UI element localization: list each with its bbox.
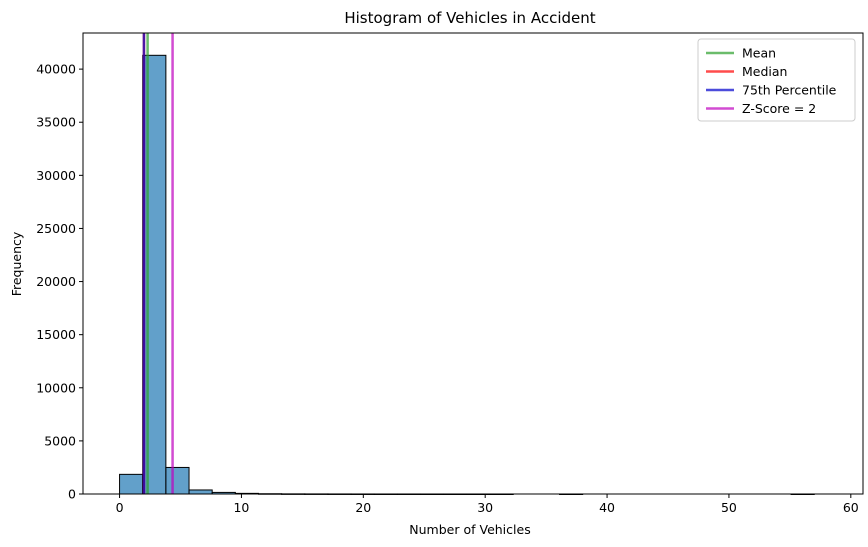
legend-label: Z-Score = 2 [742, 101, 816, 116]
y-tick-label: 40000 [36, 62, 76, 77]
legend-box [697, 38, 856, 122]
x-tick-label: 60 [843, 500, 859, 515]
x-axis-ticks: 0 10 20 30 40 50 60 [116, 494, 859, 515]
y-tick-label: 20000 [36, 274, 76, 289]
y-tick-label: 5000 [44, 433, 76, 448]
histogram-bar [165, 466, 190, 495]
legend-label: Mean [742, 46, 776, 61]
x-tick-label: 10 [233, 500, 249, 515]
histogram-bar [142, 54, 167, 495]
x-tick-label: 30 [477, 500, 493, 515]
legend-label: Median [742, 64, 787, 79]
y-tick-label: 25000 [36, 221, 76, 236]
y-tick-label: 35000 [36, 115, 76, 130]
legend: Mean Median 75th Percentile Z-Score = 2 [697, 38, 856, 122]
chart-title: Histogram of Vehicles in Accident [344, 9, 595, 27]
x-tick-label: 20 [355, 500, 371, 515]
y-axis-ticks: 0 5000 10000 15000 20000 25000 30000 35000 40000 [36, 62, 83, 502]
y-tick-label: 15000 [36, 327, 76, 342]
legend-label: 75th Percentile [742, 83, 837, 98]
y-tick-label: 0 [68, 487, 76, 502]
y-tick-label: 10000 [36, 380, 76, 395]
y-axis-label: Frequency [9, 231, 24, 296]
y-tick-label: 30000 [36, 168, 76, 183]
reference-lines-group [142, 33, 174, 494]
plot-frame [82, 32, 864, 495]
histogram-bar [119, 473, 144, 495]
x-tick-label: 50 [721, 500, 737, 515]
x-axis-label: Number of Vehicles [409, 522, 530, 537]
histogram-bar [188, 489, 213, 495]
x-tick-label: 40 [599, 500, 615, 515]
x-tick-label: 0 [116, 500, 124, 515]
